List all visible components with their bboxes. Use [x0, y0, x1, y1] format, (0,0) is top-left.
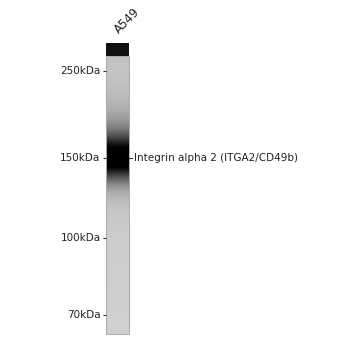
Text: 250kDa: 250kDa — [60, 66, 101, 76]
Text: A549: A549 — [112, 6, 143, 36]
Bar — [107, 43, 129, 56]
Text: 150kDa: 150kDa — [60, 153, 101, 163]
Text: Integrin alpha 2 (ITGA2/CD49b): Integrin alpha 2 (ITGA2/CD49b) — [134, 153, 298, 163]
Text: 100kDa: 100kDa — [60, 233, 101, 243]
Text: 70kDa: 70kDa — [67, 310, 101, 320]
Bar — [107, 56, 129, 334]
